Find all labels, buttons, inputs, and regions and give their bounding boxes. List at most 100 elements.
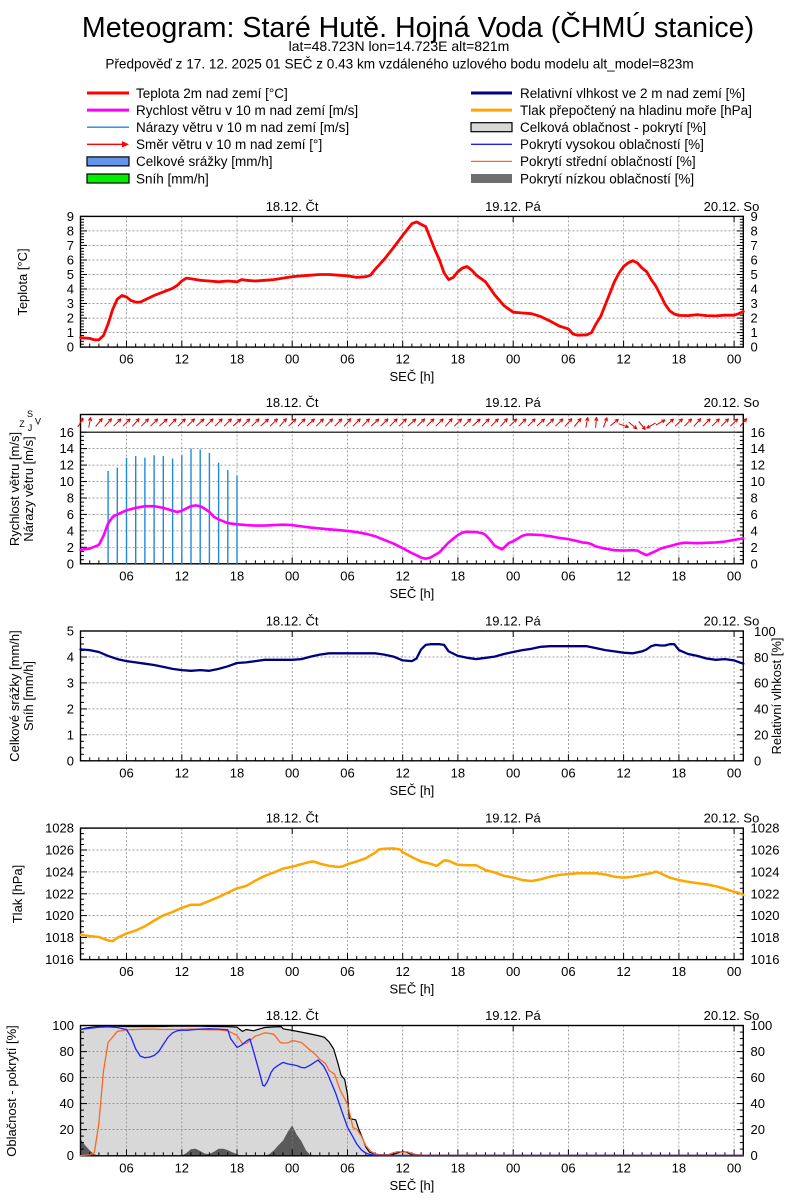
svg-text:00: 00 [506, 964, 520, 979]
svg-text:10: 10 [751, 474, 765, 489]
svg-text:12: 12 [751, 458, 765, 473]
svg-text:18.12. Čt: 18.12. Čt [266, 1008, 319, 1023]
svg-text:06: 06 [119, 352, 133, 367]
svg-text:18: 18 [230, 568, 244, 583]
svg-text:14: 14 [60, 441, 74, 456]
svg-text:2: 2 [67, 702, 74, 717]
svg-text:00: 00 [506, 765, 520, 780]
svg-text:06: 06 [561, 1160, 575, 1175]
svg-text:06: 06 [561, 765, 575, 780]
svg-text:1026: 1026 [751, 843, 780, 858]
svg-text:12: 12 [175, 1160, 189, 1175]
svg-text:1022: 1022 [45, 886, 74, 901]
svg-text:Oblačnost - pokrytí [%]: Oblačnost - pokrytí [%] [4, 1025, 19, 1157]
svg-text:0: 0 [754, 753, 761, 768]
svg-text:9: 9 [751, 209, 758, 224]
svg-text:16: 16 [751, 425, 765, 440]
svg-text:2: 2 [67, 311, 74, 326]
svg-text:00: 00 [506, 352, 520, 367]
svg-text:18.12. Čt: 18.12. Čt [266, 811, 319, 826]
svg-text:06: 06 [340, 765, 354, 780]
svg-text:8: 8 [751, 491, 758, 506]
svg-text:06: 06 [340, 568, 354, 583]
svg-text:4: 4 [751, 524, 758, 539]
svg-text:1028: 1028 [751, 821, 780, 836]
svg-text:1018: 1018 [45, 930, 74, 945]
svg-text:19.12. Pá: 19.12. Pá [485, 614, 541, 629]
svg-text:100: 100 [751, 1018, 773, 1033]
svg-text:SEČ [h]: SEČ [h] [390, 369, 435, 384]
svg-text:12: 12 [395, 352, 409, 367]
svg-text:80: 80 [751, 1044, 765, 1059]
svg-text:9: 9 [67, 209, 74, 224]
svg-text:18: 18 [230, 352, 244, 367]
svg-text:00: 00 [727, 1160, 741, 1175]
svg-text:06: 06 [119, 568, 133, 583]
svg-text:19.12. Pá: 19.12. Pá [485, 1008, 541, 1023]
svg-text:SEČ [h]: SEČ [h] [390, 586, 435, 601]
svg-text:Celkové srážky [mm/h]: Celkové srážky [mm/h] [136, 154, 273, 169]
svg-text:20: 20 [60, 1122, 74, 1137]
svg-text:Nárazy větru [m/s]: Nárazy větru [m/s] [21, 436, 36, 541]
svg-text:12: 12 [395, 568, 409, 583]
svg-text:20.12. So: 20.12. So [704, 395, 760, 410]
svg-text:12: 12 [616, 765, 630, 780]
svg-text:SEČ [h]: SEČ [h] [390, 1178, 435, 1193]
svg-text:18: 18 [451, 352, 465, 367]
svg-text:8: 8 [751, 224, 758, 239]
svg-text:20: 20 [754, 728, 768, 743]
svg-text:06: 06 [561, 964, 575, 979]
svg-text:1020: 1020 [751, 908, 780, 923]
svg-text:100: 100 [754, 624, 776, 639]
svg-text:7: 7 [751, 238, 758, 253]
svg-text:J: J [28, 423, 33, 433]
svg-text:6: 6 [751, 253, 758, 268]
svg-text:1026: 1026 [45, 843, 74, 858]
svg-text:2: 2 [67, 540, 74, 555]
svg-text:1028: 1028 [45, 821, 74, 836]
svg-text:12: 12 [395, 964, 409, 979]
svg-text:12: 12 [616, 964, 630, 979]
svg-text:Pokrytí vysokou oblačností [%]: Pokrytí vysokou oblačností [%] [520, 137, 704, 152]
svg-text:40: 40 [751, 1096, 765, 1111]
svg-text:1020: 1020 [45, 908, 74, 923]
svg-text:06: 06 [340, 964, 354, 979]
svg-text:20.12. So: 20.12. So [704, 811, 760, 826]
svg-text:6: 6 [751, 507, 758, 522]
svg-text:06: 06 [119, 1160, 133, 1175]
svg-text:V: V [35, 417, 41, 427]
svg-text:12: 12 [175, 568, 189, 583]
svg-text:1024: 1024 [751, 865, 780, 880]
svg-text:80: 80 [60, 1044, 74, 1059]
svg-text:4: 4 [67, 524, 74, 539]
svg-text:5: 5 [67, 267, 74, 282]
svg-text:100: 100 [52, 1018, 74, 1033]
svg-text:12: 12 [175, 765, 189, 780]
svg-text:Teplota 2m nad zemí [°C]: Teplota 2m nad zemí [°C] [136, 86, 288, 101]
svg-text:12: 12 [616, 568, 630, 583]
svg-text:00: 00 [506, 568, 520, 583]
svg-text:12: 12 [395, 765, 409, 780]
svg-text:0: 0 [67, 556, 74, 571]
svg-text:Rychlost větru [m/s]: Rychlost větru [m/s] [7, 432, 22, 546]
svg-text:6: 6 [67, 253, 74, 268]
svg-text:60: 60 [60, 1070, 74, 1085]
svg-text:18: 18 [672, 352, 686, 367]
svg-text:06: 06 [119, 964, 133, 979]
svg-text:Předpověď z 17. 12. 2025 01 SE: Předpověď z 17. 12. 2025 01 SEČ z 0.43 k… [105, 57, 693, 72]
svg-text:0: 0 [751, 1148, 758, 1163]
svg-text:06: 06 [340, 352, 354, 367]
svg-text:20: 20 [751, 1122, 765, 1137]
svg-text:1016: 1016 [751, 952, 780, 967]
svg-text:18.12. Čt: 18.12. Čt [266, 199, 319, 214]
svg-text:06: 06 [119, 765, 133, 780]
svg-text:1: 1 [67, 325, 74, 340]
svg-text:0: 0 [67, 753, 74, 768]
svg-text:19.12. Pá: 19.12. Pá [485, 811, 541, 826]
svg-text:Relativní vlhkost [%]: Relativní vlhkost [%] [769, 637, 784, 754]
svg-text:18: 18 [230, 1160, 244, 1175]
svg-text:0: 0 [751, 340, 758, 355]
svg-text:19.12. Pá: 19.12. Pá [485, 395, 541, 410]
svg-text:Pokrytí střední oblačností [%]: Pokrytí střední oblačností [%] [520, 154, 696, 169]
svg-text:Sníh [mm/h]: Sníh [mm/h] [21, 661, 36, 731]
